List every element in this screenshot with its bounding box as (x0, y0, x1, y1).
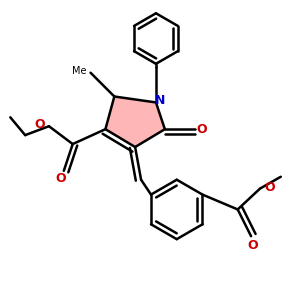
Text: Me: Me (72, 66, 86, 76)
Text: O: O (34, 118, 45, 131)
Text: O: O (56, 172, 66, 185)
Polygon shape (105, 97, 165, 147)
Text: N: N (155, 94, 166, 107)
Text: O: O (264, 181, 275, 194)
Text: O: O (247, 238, 258, 252)
Text: O: O (197, 123, 207, 136)
